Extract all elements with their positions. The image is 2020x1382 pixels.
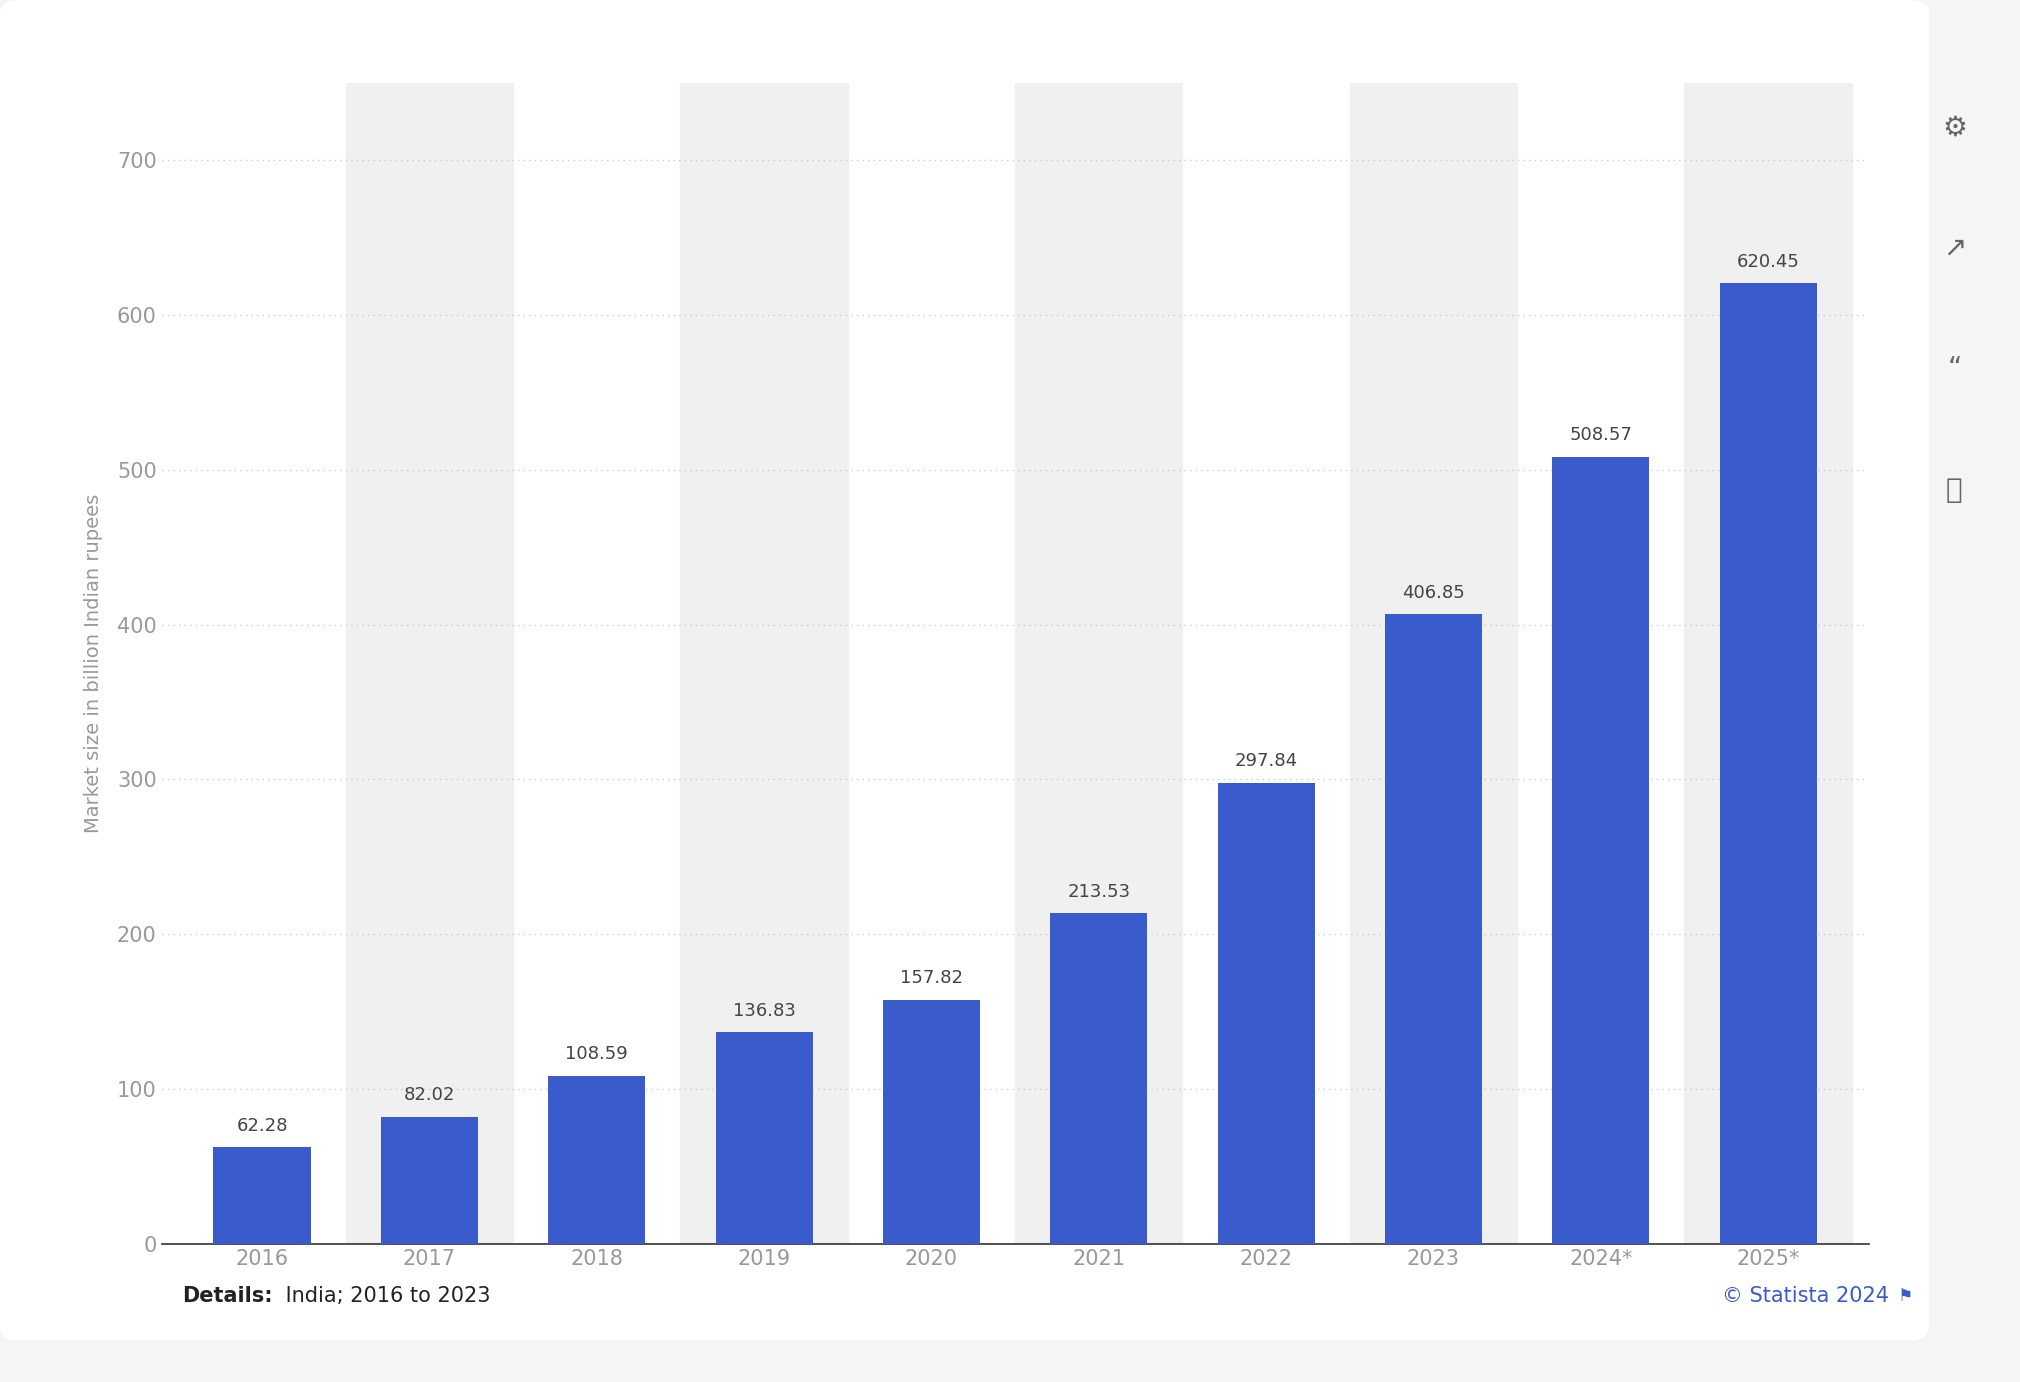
- Text: ⎙: ⎙: [1945, 475, 1963, 504]
- Bar: [1386, 614, 1483, 1244]
- Text: 406.85: 406.85: [1402, 583, 1464, 601]
- Bar: [1719, 283, 1816, 1244]
- Text: 297.84: 297.84: [1234, 752, 1297, 770]
- Bar: [681, 83, 848, 1244]
- Bar: [1218, 782, 1315, 1244]
- Text: 508.57: 508.57: [1570, 426, 1632, 444]
- Text: 108.59: 108.59: [566, 1045, 628, 1063]
- Bar: [715, 1032, 812, 1244]
- Bar: [214, 1147, 311, 1244]
- Text: Details:: Details:: [182, 1287, 273, 1306]
- Bar: [883, 999, 980, 1244]
- Bar: [1014, 83, 1182, 1244]
- Bar: [1349, 83, 1517, 1244]
- Text: ↗: ↗: [1943, 234, 1965, 263]
- Bar: [1685, 83, 1852, 1244]
- Text: 62.28: 62.28: [236, 1117, 287, 1135]
- Text: 620.45: 620.45: [1737, 253, 1800, 271]
- Bar: [1050, 914, 1147, 1244]
- Text: 136.83: 136.83: [733, 1002, 796, 1020]
- Text: “: “: [1947, 355, 1961, 383]
- Text: 82.02: 82.02: [404, 1086, 454, 1104]
- Text: © Statista 2024: © Statista 2024: [1721, 1287, 1889, 1306]
- Text: 213.53: 213.53: [1067, 883, 1131, 901]
- Bar: [1551, 456, 1648, 1244]
- Text: 157.82: 157.82: [899, 969, 964, 987]
- Bar: [345, 83, 513, 1244]
- Bar: [382, 1117, 479, 1244]
- Text: ⚙: ⚙: [1941, 113, 1967, 141]
- Text: India; 2016 to 2023: India; 2016 to 2023: [279, 1287, 491, 1306]
- Text: ⚑: ⚑: [1893, 1287, 1913, 1305]
- Bar: [547, 1075, 644, 1244]
- Y-axis label: Market size in billion Indian rupees: Market size in billion Indian rupees: [85, 493, 103, 833]
